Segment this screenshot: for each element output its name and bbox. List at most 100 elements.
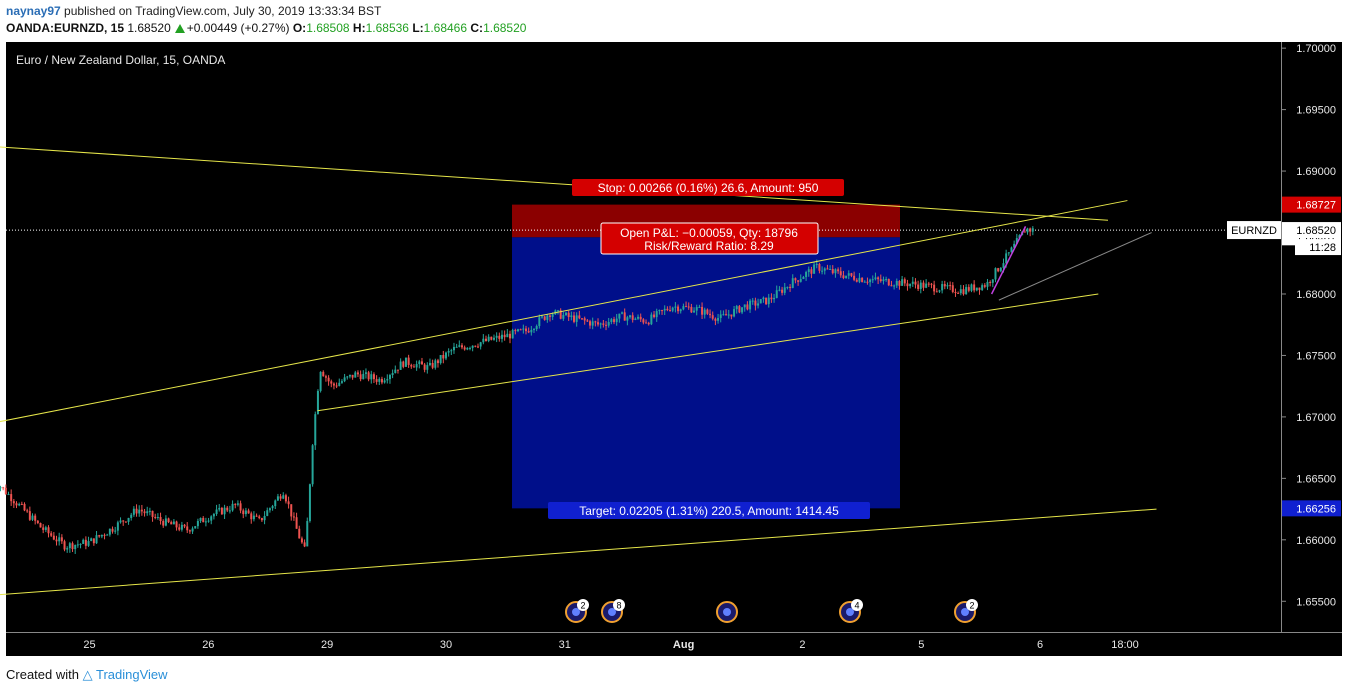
candle-body — [154, 516, 157, 518]
candle-body — [436, 360, 439, 364]
candle-body — [452, 346, 455, 351]
candle-body — [279, 496, 282, 499]
candle-body — [746, 304, 749, 310]
candle-body — [714, 318, 717, 321]
event-count: 2 — [969, 601, 974, 611]
pnl-connector-line — [998, 232, 1152, 301]
trendline — [0, 200, 1128, 423]
tradingview-logo[interactable]: △ TradingView — [82, 667, 168, 682]
rr-text: Risk/Reward Ratio: 8.29 — [644, 239, 774, 253]
candle-body — [930, 283, 933, 285]
candle-body — [90, 538, 93, 542]
candle-body — [28, 511, 31, 520]
event-icon-center — [961, 608, 969, 616]
high-label: H: — [352, 21, 366, 35]
candle-body — [639, 316, 642, 320]
candle-body — [626, 317, 629, 321]
candle-body — [196, 520, 199, 527]
event-badge — [716, 601, 738, 623]
candle-body — [178, 527, 181, 530]
candle-body — [722, 314, 725, 316]
candle-body — [95, 535, 98, 544]
candle-body — [805, 272, 808, 277]
event-icon-center — [846, 608, 854, 616]
y-tick-label: 1.66000 — [1296, 535, 1336, 547]
candle-body — [156, 517, 159, 519]
current-price-tag: 1.68520 — [1296, 225, 1336, 237]
candle-body — [423, 364, 426, 370]
candle-body — [954, 291, 957, 293]
y-tick-label: 1.70000 — [1296, 43, 1336, 55]
candle-body — [218, 507, 221, 510]
candle-body — [599, 323, 602, 325]
candle-body — [164, 518, 167, 526]
candle-body — [20, 503, 23, 505]
candle-body — [890, 285, 893, 287]
candle-body — [703, 309, 706, 315]
candle-body — [898, 280, 901, 286]
candle-body — [124, 521, 127, 523]
event-count-bg — [613, 599, 625, 611]
candle-body — [50, 533, 53, 536]
candle-body — [607, 322, 610, 326]
candle-body — [119, 520, 122, 523]
target-label-text: Target: 0.02205 (1.31%) 220.5, Amount: 1… — [579, 504, 839, 518]
candle-body — [428, 362, 431, 366]
candle-body — [741, 307, 744, 313]
candle-body — [693, 310, 696, 313]
candle-body — [794, 278, 797, 281]
candle-body — [311, 445, 314, 485]
candles — [0, 226, 1034, 554]
candle-body — [324, 376, 327, 378]
candle-body — [1007, 252, 1010, 254]
candle-body — [546, 315, 549, 320]
candle-body — [903, 279, 906, 284]
candle-body — [4, 487, 7, 495]
candle-body — [60, 537, 63, 542]
candle-body — [338, 382, 341, 386]
candle-body — [994, 268, 997, 280]
candle-body — [642, 319, 645, 323]
candle-body — [468, 347, 471, 349]
symbol-tag-bg — [1227, 221, 1281, 240]
candle-body — [362, 373, 365, 380]
candle-body — [210, 516, 213, 521]
candle-body — [204, 521, 207, 523]
candle-body — [314, 414, 317, 446]
candle-body — [743, 304, 746, 308]
candle-body — [42, 527, 45, 530]
candle-body — [727, 314, 730, 316]
candle-body — [47, 527, 50, 534]
candle-body — [653, 314, 656, 318]
candle-body — [973, 284, 976, 291]
candle-body — [791, 278, 794, 288]
candle-body — [997, 268, 1000, 272]
candle-body — [36, 520, 39, 524]
candle-body — [10, 494, 13, 502]
price-chart[interactable]: Euro / New Zealand Dollar, 15, OANDA 1.70… — [0, 42, 1348, 656]
candle-body — [367, 372, 370, 380]
candle-body — [829, 269, 832, 271]
candle-body — [581, 318, 584, 320]
candle-body — [605, 324, 608, 326]
event-icon-center — [572, 608, 580, 616]
author-link[interactable]: naynay97 — [6, 4, 61, 18]
candle-body — [551, 314, 554, 317]
candle-body — [935, 291, 938, 293]
candle-body — [474, 345, 477, 347]
candle-body — [159, 517, 162, 521]
candle-body — [244, 510, 247, 515]
candle-body — [191, 528, 194, 532]
candle-body — [263, 515, 266, 521]
candle-body — [415, 364, 418, 368]
candle-body — [220, 507, 223, 515]
candle-body — [583, 318, 586, 321]
candle-body — [869, 279, 872, 283]
candle-body — [831, 269, 834, 274]
candle-body — [490, 336, 493, 340]
candle-body — [677, 306, 680, 312]
candle-body — [623, 312, 626, 321]
candle-body — [610, 319, 613, 323]
event-count: 8 — [616, 601, 621, 611]
candle-body — [18, 503, 21, 506]
